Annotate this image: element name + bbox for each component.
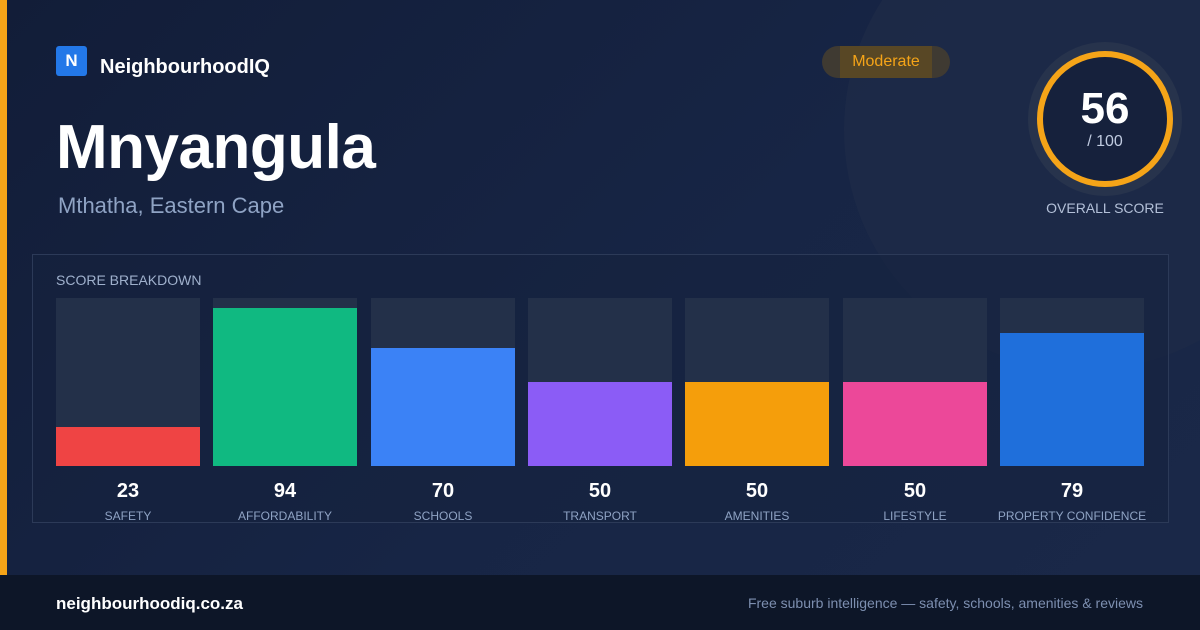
bar-value: 50 — [745, 480, 769, 502]
rating-badge-highlight — [840, 46, 932, 78]
bar-track — [843, 298, 987, 466]
bar-track — [56, 298, 200, 466]
bar-label: TRANSPORT — [563, 509, 637, 523]
bar-value: 79 — [1060, 480, 1084, 502]
rating-badge: Moderate — [822, 46, 950, 78]
footer-url: neighbourhoodiq.co.za — [56, 594, 243, 613]
suburb-location: Mthatha, Eastern Cape — [58, 193, 285, 218]
bar-fill — [371, 348, 515, 466]
logo-icon: N — [56, 46, 87, 76]
brand-name: NeighbourhoodIQ — [100, 56, 270, 78]
bar-track — [371, 298, 515, 466]
bar-fill — [528, 382, 672, 466]
rating-badge-label: Moderate — [852, 53, 920, 70]
bar-track — [1000, 298, 1144, 466]
score-breakdown-title: SCORE BREAKDOWN — [56, 272, 202, 288]
bar-value: 50 — [588, 480, 612, 502]
overall-score-label: OVERALL SCORE — [1046, 200, 1164, 216]
bar-fill — [1000, 333, 1144, 466]
bar-fill — [56, 427, 200, 466]
bar-label: SAFETY — [104, 509, 152, 523]
accent-bar — [0, 0, 7, 575]
footer-tagline: Free suburb intelligence — safety, schoo… — [747, 595, 1143, 611]
score-ring — [1037, 51, 1173, 187]
bar-label: AFFORDABILITY — [237, 509, 332, 523]
bar-track — [213, 298, 357, 466]
bar-label: PROPERTY CONFIDENCE — [997, 509, 1147, 523]
bar-label: SCHOOLS — [413, 509, 473, 523]
suburb-title: Mnyangula — [56, 113, 376, 182]
bar-fill — [843, 382, 987, 466]
overall-score-value: 56 — [1080, 84, 1130, 133]
bar-value: 50 — [903, 480, 927, 502]
footer: neighbourhoodiq.co.za Free suburb intell… — [0, 575, 1200, 630]
bar-fill — [685, 382, 829, 466]
bar-value: 70 — [431, 480, 455, 502]
bar-track — [685, 298, 829, 466]
overall-score-max: / 100 — [1087, 133, 1123, 150]
bar-label: LIFESTYLE — [883, 509, 947, 523]
bar-fill — [213, 308, 357, 466]
bar-label: AMENITIES — [724, 509, 790, 523]
bar-value: 94 — [273, 480, 297, 502]
bar-track — [528, 298, 672, 466]
bar-value: 23 — [116, 480, 140, 502]
